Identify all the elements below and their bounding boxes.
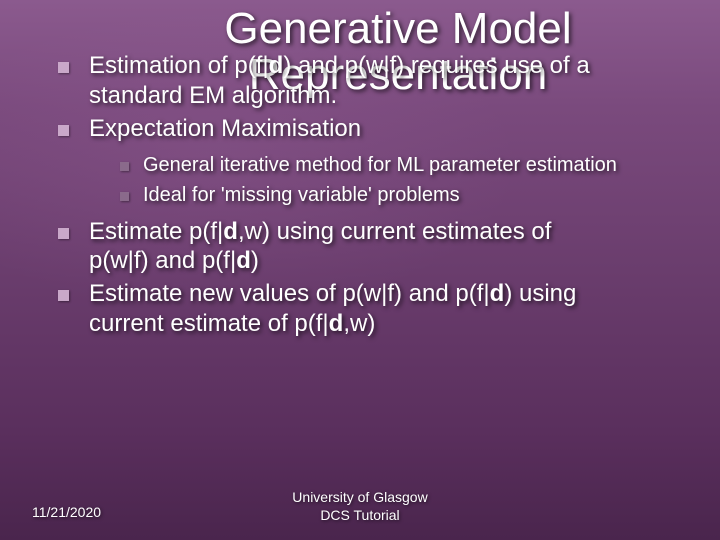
slide-title-line1: Generative Model [86,6,710,52]
text-segment: d [223,218,238,245]
bullet-square-icon [58,228,69,239]
text-segment: p(w|f) and p(f| [89,247,236,274]
text-segment: d [236,247,251,274]
text-segment: d [329,310,344,337]
text-segment: ) and p(w|f) requires use of a [283,52,589,79]
text-segment: d [269,52,284,79]
text-segment: ,w) using current estimates of [238,218,551,245]
text-segment: Ideal for 'missing variable' problems [143,184,460,206]
slide: Generative Model Representation Estimati… [0,0,720,540]
bullet-text: Estimation of p(f|d) and p(w|f) requires… [89,50,590,81]
bullet-continuation: current estimate of p(f|d,w) [89,308,710,339]
bullet-text: Ideal for 'missing variable' problems [143,182,460,208]
text-segment: Estimate new values of p(w|f) and p(f| [89,280,490,307]
bullet-l1: Estimate new values of p(w|f) and p(f|d)… [58,278,710,309]
bullet-continuation: p(w|f) and p(f|d) [89,245,710,276]
text-segment: standard EM algorithm. [89,82,337,109]
text-segment: Estimation of p(f| [89,52,269,79]
bullet-text: Expectation Maximisation [89,113,361,144]
bullet-square-icon [58,290,69,301]
footer-line1: University of Glasgow [0,489,720,507]
footer-line2: DCS Tutorial [0,507,720,525]
footer-center: University of Glasgow DCS Tutorial [0,489,720,524]
text-segment: Estimate p(f| [89,218,223,245]
bullet-square-icon [120,162,129,171]
bullet-l1: Estimate p(f|d,w) using current estimate… [58,216,710,247]
bullet-square-icon [120,192,129,201]
text-segment: ) using [504,280,576,307]
text-segment: d [490,280,505,307]
bullet-text: General iterative method for ML paramete… [143,152,617,178]
slide-content: Estimation of p(f|d) and p(w|f) requires… [16,50,710,338]
bullet-continuation: standard EM algorithm. [89,80,710,111]
text-segment: current estimate of p(f| [89,310,329,337]
bullet-l2: General iterative method for ML paramete… [120,152,710,178]
bullet-l1: Expectation Maximisation [58,113,710,144]
bullet-l2: Ideal for 'missing variable' problems [120,182,710,208]
bullet-l1: Estimation of p(f|d) and p(w|f) requires… [58,50,710,81]
text-segment: ,w) [343,310,375,337]
text-segment: ) [251,247,259,274]
text-segment: Expectation Maximisation [89,115,361,142]
bullet-square-icon [58,125,69,136]
bullet-text: Estimate p(f|d,w) using current estimate… [89,216,551,247]
text-segment: General iterative method for ML paramete… [143,154,617,176]
bullet-text: Estimate new values of p(w|f) and p(f|d)… [89,278,576,309]
bullet-square-icon [58,62,69,73]
